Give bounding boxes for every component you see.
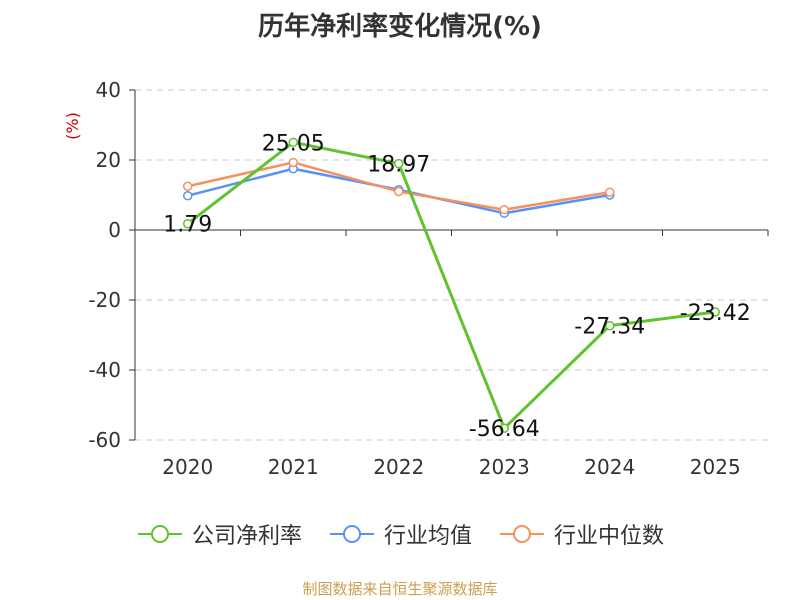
data-point xyxy=(183,218,193,229)
data-label: 25.05 xyxy=(262,131,325,156)
legend-marker-company xyxy=(137,525,182,543)
axis-layer: 40 20 0 -20 -40 -60 2020 2021 2022 2023 2024 2025 (%… xyxy=(63,78,769,479)
chart-title: 历年净利率变化情况(%) xyxy=(258,12,542,42)
legend-item-industry-median[interactable]: 行业中位数 xyxy=(498,518,664,550)
data-point xyxy=(288,137,298,148)
data-point xyxy=(499,204,509,215)
x-tick-label: 2022 xyxy=(373,455,424,479)
legend-label-company: 公司净利率 xyxy=(191,524,302,549)
data-point xyxy=(710,307,720,317)
legend-item-company[interactable]: 公司净利率 xyxy=(136,518,302,550)
data-point xyxy=(394,158,404,169)
y-tick-label: 0 xyxy=(108,218,121,242)
series-line xyxy=(186,140,716,430)
x-tick-label: 2020 xyxy=(162,455,213,479)
data-point xyxy=(288,157,298,168)
label-layer: 1.79 25.05 18.97 -56.64 -27.34 -23.42 xyxy=(163,131,750,442)
legend-label-industry-mean: 行业均值 xyxy=(383,524,472,549)
chart-legend: 公司净利率 行业均值 行业中位数 xyxy=(0,518,800,550)
data-label: -56.64 xyxy=(469,417,540,442)
x-tick-label: 2024 xyxy=(584,455,635,479)
data-label: -23.42 xyxy=(680,301,751,326)
y-tick-label: -60 xyxy=(88,428,121,452)
legend-item-industry-mean[interactable]: 行业均值 xyxy=(328,518,472,550)
source-note: 制图数据来自恒生聚源数据库 xyxy=(302,580,498,598)
data-label: 1.79 xyxy=(163,213,212,238)
y-tick-label: 20 xyxy=(96,148,121,172)
x-tick-label: 2021 xyxy=(268,455,319,479)
grid-layer xyxy=(135,89,768,441)
data-point xyxy=(605,320,615,331)
data-point xyxy=(499,423,509,433)
x-tick-label: 2025 xyxy=(690,455,741,479)
y-axis-unit-label: (%) xyxy=(63,112,82,140)
legend-marker-industry-median xyxy=(500,525,544,543)
y-tick-label: -20 xyxy=(88,288,121,312)
legend-label-industry-median: 行业中位数 xyxy=(554,524,665,549)
y-tick-label: -40 xyxy=(88,358,121,382)
data-point xyxy=(394,186,404,197)
x-tick-label: 2023 xyxy=(479,455,530,479)
data-label: -27.34 xyxy=(574,315,645,340)
data-point xyxy=(183,181,193,191)
series-layer xyxy=(183,137,720,433)
data-label: 18.97 xyxy=(367,153,430,178)
y-tick-label: 40 xyxy=(96,78,121,102)
data-point xyxy=(183,190,193,201)
legend-marker-industry-mean xyxy=(329,525,374,543)
data-point xyxy=(605,187,615,197)
